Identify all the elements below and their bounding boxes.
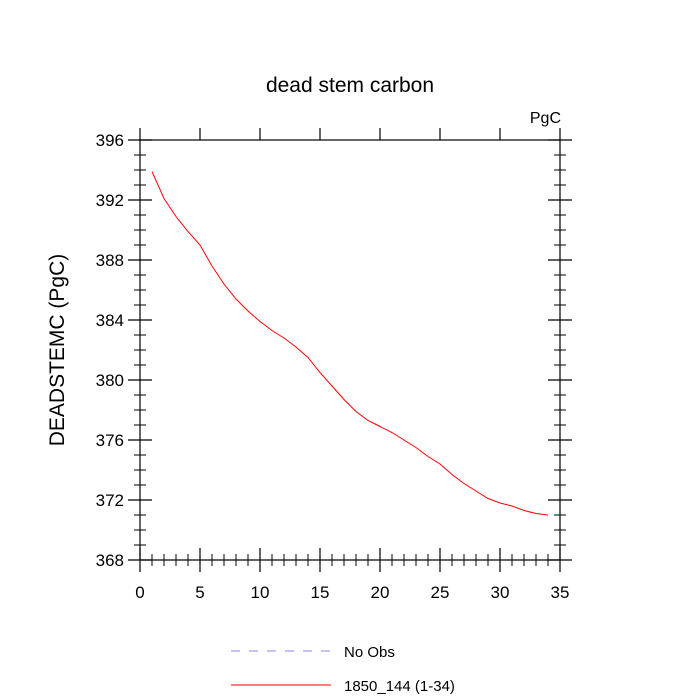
series-line-1850-144 bbox=[151, 171, 549, 516]
tick-labels: 0 5 10 15 20 25 30 35 368 372 376 380 384 388 392 396 bbox=[96, 131, 570, 602]
series-layer bbox=[151, 171, 549, 516]
x-tick-label: 0 bbox=[135, 583, 144, 602]
y-tick-label: 372 bbox=[96, 491, 124, 510]
y-axis-label: DEADSTEMC (PgC) bbox=[46, 254, 69, 447]
y-tick-label: 392 bbox=[96, 191, 124, 210]
axis-ticks bbox=[128, 128, 572, 572]
x-tick-label: 30 bbox=[491, 583, 510, 602]
x-tick-label: 15 bbox=[311, 583, 330, 602]
x-tick-label: 10 bbox=[251, 583, 270, 602]
legend-label-no-obs: No Obs bbox=[344, 644, 395, 661]
y-tick-label: 380 bbox=[96, 371, 124, 390]
y-tick-label: 388 bbox=[96, 251, 124, 270]
y-tick-label: 376 bbox=[96, 431, 124, 450]
legend-label-1850-144: 1850_144 (1-34) bbox=[344, 678, 455, 695]
y-tick-label: 368 bbox=[96, 551, 124, 570]
units-label: PgC bbox=[530, 110, 561, 127]
x-tick-label: 25 bbox=[431, 583, 450, 602]
chart-title: dead stem carbon bbox=[266, 74, 434, 97]
x-tick-label: 35 bbox=[551, 583, 570, 602]
legend: No Obs 1850_144 (1-34) bbox=[231, 644, 455, 695]
y-tick-label: 384 bbox=[96, 311, 124, 330]
y-tick-label: 396 bbox=[96, 131, 124, 150]
x-tick-label: 20 bbox=[371, 583, 390, 602]
x-tick-label: 5 bbox=[195, 583, 204, 602]
plot-frame bbox=[139, 139, 561, 561]
